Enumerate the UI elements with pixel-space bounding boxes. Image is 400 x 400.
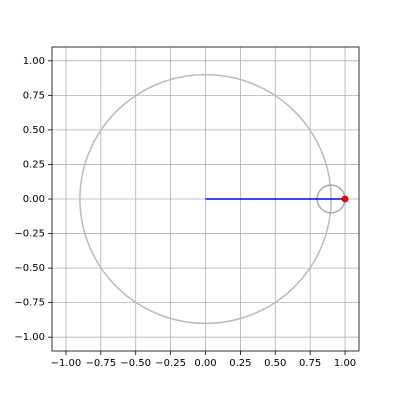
x-tick-label: 0.75 [299, 358, 321, 369]
y-tick-label: −0.75 [14, 298, 45, 309]
x-tick-label: 0.25 [229, 358, 251, 369]
x-tick-label: 0.00 [194, 358, 216, 369]
y-tick-label: −1.00 [14, 332, 45, 343]
plot-frame [51, 46, 360, 352]
y-tick-label: 0.00 [23, 194, 45, 205]
y-tick-label: 1.00 [23, 56, 45, 67]
x-tick-label: −0.75 [86, 358, 117, 369]
y-tick-label: −0.50 [14, 263, 45, 274]
y-tick-label: −0.25 [14, 229, 45, 240]
y-tick-label: 0.75 [23, 90, 45, 101]
x-tick-label: −0.50 [120, 358, 151, 369]
point [341, 195, 349, 203]
x-tick-label: −0.25 [155, 358, 186, 369]
x-tick-label: 1.00 [334, 358, 356, 369]
y-tick-label: 0.50 [23, 125, 45, 136]
x-tick-label: −1.00 [51, 358, 82, 369]
y-tick-label: 0.25 [23, 159, 45, 170]
x-tick-label: 0.50 [264, 358, 286, 369]
